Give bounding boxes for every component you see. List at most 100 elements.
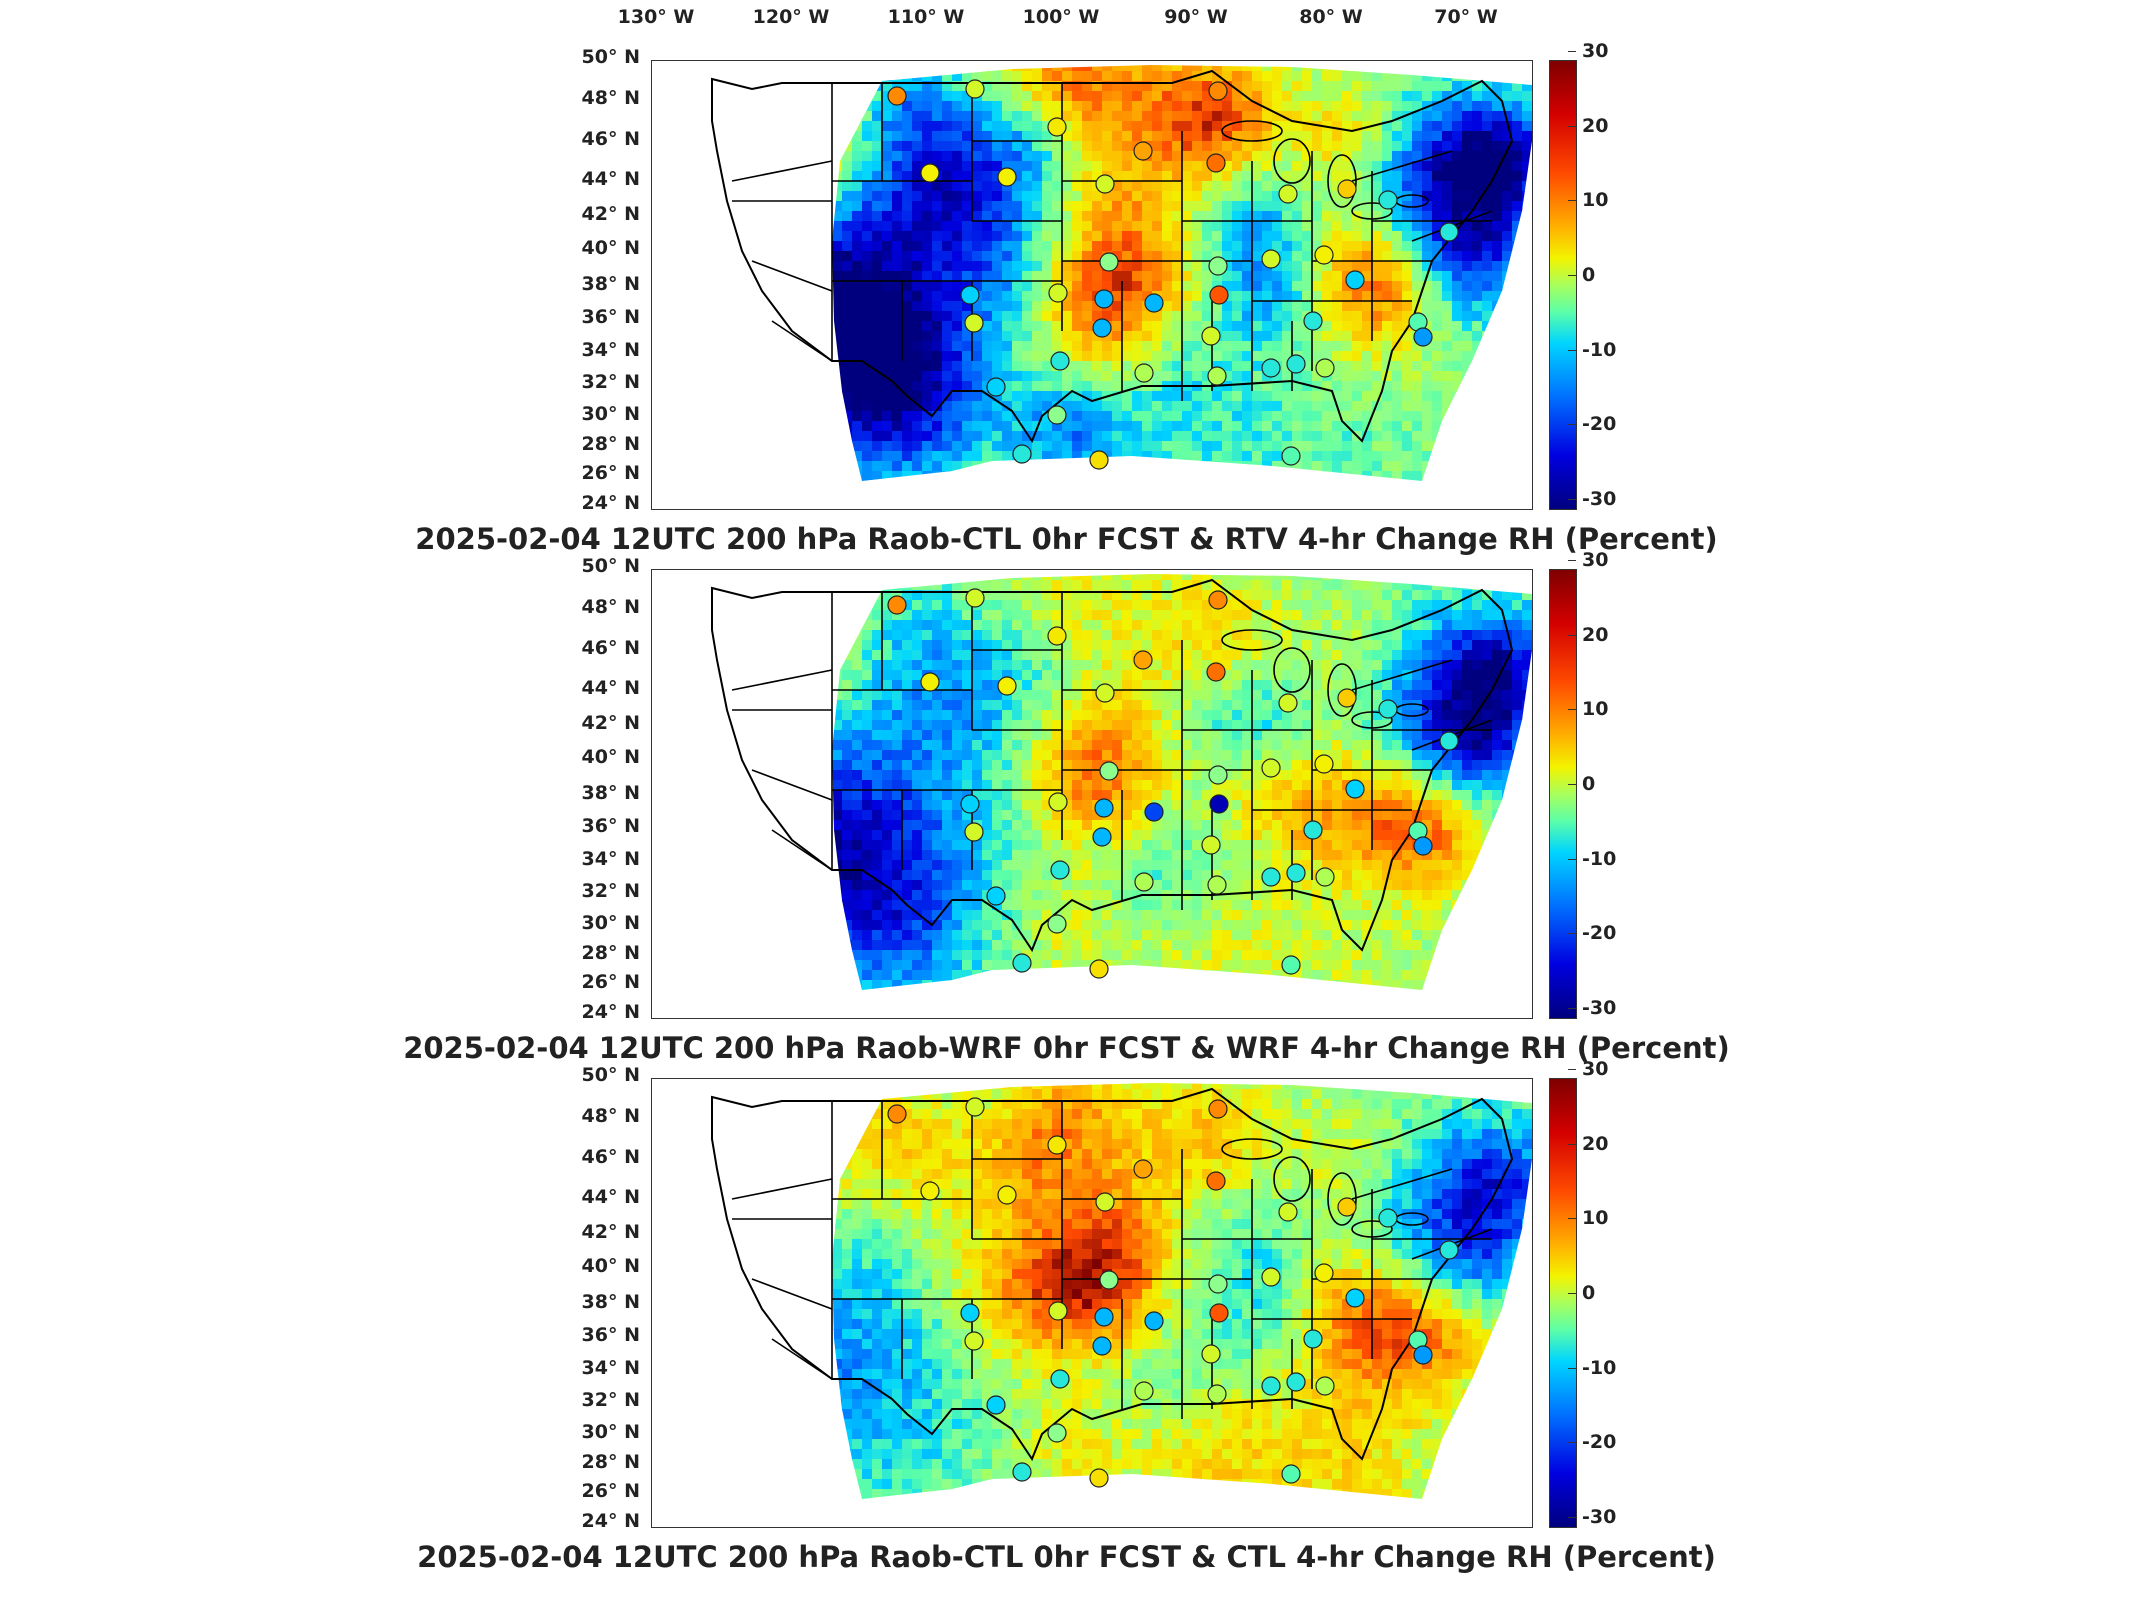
- raob-station-marker: [1208, 1274, 1228, 1294]
- state-boundary: [1351, 1168, 1453, 1200]
- lake-outline: [1327, 154, 1357, 208]
- colorbar-tick-label: 0: [1567, 773, 1596, 795]
- lat-label: 44° N: [581, 1186, 640, 1208]
- lat-label: 24° N: [581, 492, 640, 514]
- lat-label: 26° N: [581, 462, 640, 484]
- raob-station-marker: [1303, 311, 1323, 331]
- raob-station-marker: [1201, 326, 1221, 346]
- raob-station-marker: [1314, 245, 1334, 265]
- raob-station-marker: [1413, 1345, 1433, 1365]
- raob-station-marker: [1378, 699, 1398, 719]
- state-boundary: [751, 769, 833, 801]
- raob-station-marker: [1012, 1462, 1032, 1482]
- state-boundary: [771, 829, 833, 871]
- raob-station-marker: [1134, 872, 1154, 892]
- raob-station-marker: [986, 1395, 1006, 1415]
- colorbar-tick-label: -10: [1567, 1357, 1617, 1379]
- raob-station-marker: [1278, 693, 1298, 713]
- colorbar: [1549, 60, 1577, 510]
- lat-label: 30° N: [581, 403, 640, 425]
- country-outline: [711, 69, 1514, 444]
- raob-station-marker: [1208, 590, 1228, 610]
- raob-station-marker: [1048, 1301, 1068, 1321]
- lat-label: 24° N: [581, 1001, 640, 1023]
- raob-station-marker: [1413, 327, 1433, 347]
- rh-change-map: [711, 574, 1532, 990]
- lat-label: 40° N: [581, 237, 640, 259]
- raob-station-marker: [920, 163, 940, 183]
- lat-label: 42° N: [581, 203, 640, 225]
- lat-label: 30° N: [581, 912, 640, 934]
- raob-station-marker: [1095, 174, 1115, 194]
- lat-label: 50° N: [581, 46, 640, 68]
- raob-station-marker: [887, 1104, 907, 1124]
- raob-station-marker: [1261, 1267, 1281, 1287]
- map-frame: [651, 1078, 1533, 1528]
- raob-station-marker: [1378, 190, 1398, 210]
- colorbar-tick-label: 0: [1567, 1282, 1596, 1304]
- raob-station-marker: [1314, 1263, 1334, 1283]
- map-frame: [651, 569, 1533, 1019]
- lon-label-120w: 120° W: [752, 6, 830, 28]
- colorbar-tick-label: 0: [1567, 264, 1596, 286]
- lat-label: 34° N: [581, 848, 640, 870]
- lat-label: 44° N: [581, 168, 640, 190]
- lon-label-80w: 80° W: [1299, 6, 1363, 28]
- raob-station-marker: [1012, 953, 1032, 973]
- lat-label: 28° N: [581, 433, 640, 455]
- colorbar: [1549, 1078, 1577, 1528]
- lat-label: 36° N: [581, 1324, 640, 1346]
- lon-label-90w: 90° W: [1164, 6, 1228, 28]
- raob-station-marker: [1208, 1099, 1228, 1119]
- raob-station-marker: [1047, 1423, 1067, 1443]
- lake-outline: [1351, 711, 1393, 729]
- map-panel-rtv: 50° N 48° N 46° N 44° N 42° N 40° N 38° N 36° N…: [0, 0, 2133, 560]
- raob-station-marker: [1315, 358, 1335, 378]
- lat-label: 26° N: [581, 971, 640, 993]
- lat-label: 44° N: [581, 677, 640, 699]
- raob-station-marker: [1099, 761, 1119, 781]
- lat-label: 26° N: [581, 1480, 640, 1502]
- raob-station-marker: [887, 86, 907, 106]
- raob-station-marker: [1099, 1270, 1119, 1290]
- lat-label: 38° N: [581, 273, 640, 295]
- rh-field: [832, 574, 1532, 990]
- lat-label: 42° N: [581, 1221, 640, 1243]
- raob-station-marker: [997, 1185, 1017, 1205]
- lon-label-100w: 100° W: [1022, 6, 1100, 28]
- raob-station-marker: [1209, 1303, 1229, 1323]
- raob-station-marker: [986, 886, 1006, 906]
- panel-title: 2025-02-04 12UTC 200 hPa Raob-CTL 0hr FC…: [417, 1540, 1716, 1574]
- raob-station-marker: [1208, 81, 1228, 101]
- raob-station-marker: [960, 285, 980, 305]
- colorbar: [1549, 569, 1577, 1019]
- lat-label: 48° N: [581, 1105, 640, 1127]
- raob-station-marker: [1378, 1208, 1398, 1228]
- colorbar-tick-label: -10: [1567, 339, 1617, 361]
- lat-label: 46° N: [581, 128, 640, 150]
- raob-station-marker: [1261, 867, 1281, 887]
- lat-label: 32° N: [581, 371, 640, 393]
- raob-station-marker: [1050, 351, 1070, 371]
- colorbar-tick-label: 10: [1567, 698, 1609, 720]
- raob-station-marker: [1089, 1468, 1109, 1488]
- panel-title: 2025-02-04 12UTC 200 hPa Raob-CTL 0hr FC…: [415, 522, 1718, 556]
- raob-station-marker: [965, 79, 985, 99]
- raob-station-marker: [1413, 836, 1433, 856]
- raob-station-marker: [1303, 820, 1323, 840]
- lon-label-70w: 70° W: [1434, 6, 1498, 28]
- raob-station-marker: [1047, 117, 1067, 137]
- raob-station-marker: [1337, 179, 1357, 199]
- raob-station-marker: [1208, 256, 1228, 276]
- raob-station-marker: [1345, 1288, 1365, 1308]
- raob-station-marker: [986, 377, 1006, 397]
- raob-station-marker: [1094, 1307, 1114, 1327]
- raob-station-marker: [1207, 1384, 1227, 1404]
- lat-label: 34° N: [581, 1357, 640, 1379]
- raob-station-marker: [997, 167, 1017, 187]
- state-boundary: [731, 160, 833, 182]
- raob-station-marker: [1206, 1171, 1226, 1191]
- lon-label-130w: 130° W: [617, 6, 695, 28]
- raob-station-marker: [887, 595, 907, 615]
- raob-station-marker: [1315, 1376, 1335, 1396]
